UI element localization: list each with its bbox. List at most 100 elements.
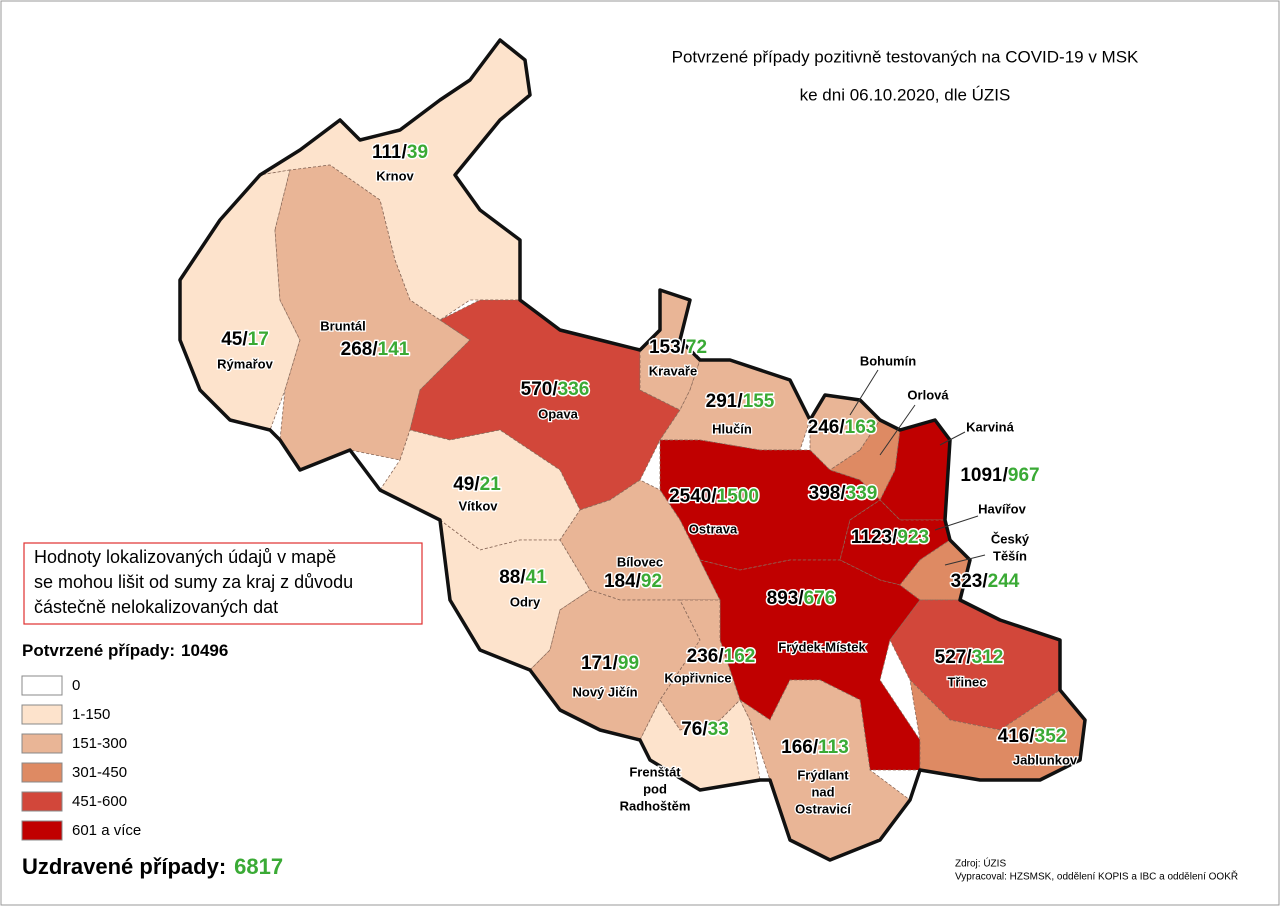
note-box <box>23 542 423 625</box>
confirmed-value: 166 <box>781 737 813 758</box>
district-name: Vítkov <box>458 498 498 513</box>
district-values: 416/352 <box>998 726 1067 747</box>
legend-label: 0 <box>72 677 80 694</box>
recovered-value: 352 <box>1035 726 1067 747</box>
recovered-value: 92 <box>641 571 662 592</box>
recovered-value: 113 <box>818 737 849 758</box>
confirmed-value: 1123 <box>851 527 892 548</box>
confirmed-value: 171 <box>581 653 613 674</box>
separator: / <box>798 588 804 609</box>
source: Zdroj: ÚZIS <box>955 857 1006 870</box>
separator: / <box>402 142 408 163</box>
confirmed-value: 291 <box>706 391 738 412</box>
legend-label: 301-450 <box>72 764 127 781</box>
district-name: Krnov <box>376 168 414 183</box>
district-values: 1123/923 <box>851 527 929 548</box>
district <box>639 699 761 791</box>
leader-line <box>934 515 979 531</box>
confirmed-value: 49 <box>453 474 474 495</box>
separator: / <box>840 483 846 504</box>
district-name: Bílovec <box>617 554 663 569</box>
separator: / <box>1003 465 1009 486</box>
district-name: Hlučín <box>712 421 752 436</box>
district <box>909 678 1086 781</box>
legend: 0 1-150 151-300 301-450 451-600 601 a více <box>21 675 141 841</box>
district-name: Nový Jičín <box>572 684 637 699</box>
note-line: Hodnoty lokalizovaných údajů v mapě <box>34 547 336 567</box>
confirmed-value: 268 <box>341 339 373 360</box>
recovered-value: 99 <box>618 653 639 674</box>
district-name: Jablunkov <box>1013 752 1078 767</box>
confirmed-value: 527 <box>935 647 967 668</box>
leader-line <box>849 369 879 416</box>
recovered-value: 676 <box>804 588 836 609</box>
note-line: částečně nelokalizovaných dat <box>34 597 278 617</box>
recovered-label: Uzdravené případy: <box>22 854 226 879</box>
legend-title: Potvrzené případy: 10496 <box>22 641 228 660</box>
legend-swatch <box>21 704 63 725</box>
legend-label: 601 a více <box>72 822 141 839</box>
confirmed-value: 416 <box>998 726 1030 747</box>
recovered-value: 155 <box>743 391 775 412</box>
recovered-value: 336 <box>558 379 590 400</box>
legend-total: 10496 <box>181 641 228 660</box>
district-name: Rýmařov <box>217 356 273 371</box>
district-name: Bruntál <box>320 318 366 333</box>
district-name: nad <box>811 784 834 799</box>
recovered-value: 1500 <box>717 486 759 507</box>
recovered-total: Uzdravené případy: 6817 <box>22 854 283 879</box>
leader-lines <box>849 369 986 566</box>
confirmed-value: 1091 <box>960 465 1003 486</box>
recovered-value: 41 <box>526 567 548 588</box>
district-values: 45/17 <box>221 329 269 350</box>
recovered-value: 141 <box>378 339 410 360</box>
district-name: Ostrava <box>689 521 738 536</box>
district-name: Třinec <box>947 674 986 689</box>
separator: / <box>892 527 898 548</box>
district-values: 76/33 <box>681 719 729 740</box>
separator: / <box>636 571 642 592</box>
confirmed-value: 184 <box>604 571 636 592</box>
legend-swatch <box>21 820 63 841</box>
leader-line <box>939 431 966 446</box>
district-name: Bohumín <box>860 353 916 368</box>
separator: / <box>552 379 558 400</box>
separator: / <box>813 737 819 758</box>
labels: 111/39Krnov45/17Rýmařov268/141Bruntál570… <box>216 141 1079 818</box>
recovered-value: 6817 <box>234 854 283 879</box>
author: Vypracoval: HZSMSK, oddělení KOPIS a IBC… <box>955 870 1238 883</box>
district-name: Radhoštěm <box>620 798 691 813</box>
legend-swatch <box>21 733 63 754</box>
legend-swatch <box>21 675 63 696</box>
subtitle: ke dni 06.10.2020, dle ÚZIS <box>800 85 1011 104</box>
confirmed-value: 570 <box>521 379 553 400</box>
confirmed-value: 2540 <box>669 486 711 507</box>
separator: / <box>982 571 988 592</box>
confirmed-value: 76 <box>681 719 702 740</box>
recovered-value: 162 <box>724 646 756 667</box>
recovered-value: 17 <box>248 329 269 350</box>
recovered-value: 339 <box>846 483 878 504</box>
separator: / <box>737 391 743 412</box>
separator: / <box>474 474 480 495</box>
legend-label: 1-150 <box>72 706 110 723</box>
separator: / <box>242 329 248 350</box>
district-name: Ostravicí <box>795 801 851 816</box>
separator: / <box>520 567 526 588</box>
district-values: 527/312 <box>935 647 1004 668</box>
recovered-value: 967 <box>1008 465 1040 486</box>
note-line: se mohou lišit od sumy za kraj z důvodu <box>34 572 353 592</box>
separator: / <box>702 719 708 740</box>
district-name: pod <box>643 781 667 796</box>
district-values: 268/141 <box>341 339 410 360</box>
recovered-value: 39 <box>407 142 428 163</box>
district-name: Frenštát <box>629 764 681 779</box>
leader-line <box>879 404 916 456</box>
district-name: Opava <box>538 406 579 421</box>
recovered-value: 244 <box>988 571 1020 592</box>
district-values: 398/339 <box>809 483 878 504</box>
district-values: 2540/1500 <box>669 486 759 507</box>
district-name: Těšín <box>993 548 1027 563</box>
district-name: Havířov <box>978 501 1026 516</box>
